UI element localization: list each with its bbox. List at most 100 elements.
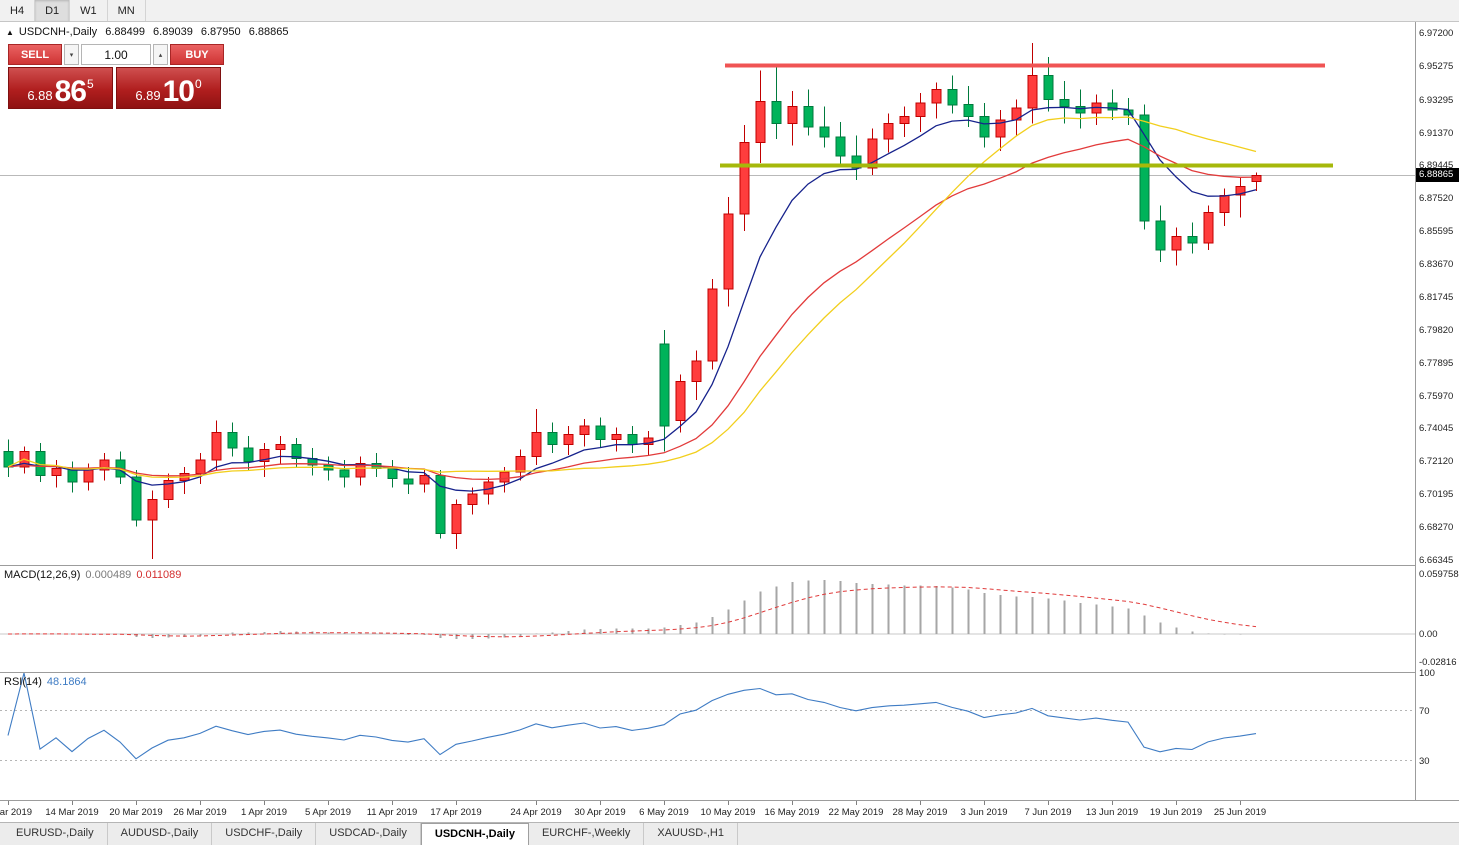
date-label: 1 Apr 2019 (241, 807, 287, 818)
date-label: 24 Apr 2019 (510, 807, 562, 818)
volume-increase-button[interactable]: ▴ (153, 44, 168, 65)
ohlc-high: 6.89039 (153, 26, 193, 38)
date-label: 28 May 2019 (892, 807, 948, 818)
ask-pipette: 0 (195, 77, 202, 91)
chart-tab-usdcnh[interactable]: USDCNH-,Daily (420, 823, 529, 845)
date-tick (328, 801, 329, 805)
date-tick (1240, 801, 1241, 805)
axis-label: 6.81745 (1419, 291, 1454, 303)
spinner-up-icon: ▴ (158, 51, 163, 59)
axis-label: 6.70195 (1419, 489, 1454, 501)
timeframe-button-h4[interactable]: H4 (0, 0, 36, 21)
ask-quote-button[interactable]: 6.89 10 0 (116, 67, 221, 109)
ohlc-low: 6.87950 (200, 26, 241, 38)
bid-quote-button[interactable]: 6.88 86 5 (8, 67, 113, 109)
axis-label: -0.02816 (1419, 657, 1457, 669)
date-tick (664, 801, 665, 805)
timeframe-toolbar: H4 D1 W1 MN (0, 0, 1459, 22)
date-tick (1176, 801, 1177, 805)
axis-label: 6.91370 (1419, 127, 1454, 139)
volume-input[interactable]: 1.00 (81, 44, 151, 65)
time-axis[interactable]: 8 Mar 2019 14 Mar 2019 20 Mar 2019 26 Mar 2… (0, 801, 1459, 822)
time-axis-separator (0, 800, 1459, 801)
date-label: 22 May 2019 (828, 807, 884, 818)
date-tick (200, 801, 201, 805)
volume-decrease-button[interactable]: ▾ (64, 44, 79, 65)
chart-tab-usdchf[interactable]: USDCHF-,Daily (212, 823, 317, 845)
timeframe-button-d1[interactable]: D1 (35, 0, 71, 21)
date-label: 19 Jun 2019 (1149, 807, 1203, 818)
symbol-marker-icon: ▲ (6, 28, 14, 37)
chart-tab-xauusd[interactable]: XAUUSD-,H1 (644, 823, 738, 845)
date-label: 8 Mar 2019 (0, 807, 33, 818)
date-label: 13 Jun 2019 (1085, 807, 1139, 818)
chart-tab-eurusd[interactable]: EURUSD-,Daily (3, 823, 108, 845)
axis-label: 6.95275 (1419, 60, 1454, 72)
chart-tab-audusd[interactable]: AUDUSD-,Daily (107, 823, 213, 845)
date-tick (536, 801, 537, 805)
axis-label: 100 (1419, 668, 1435, 679)
chart-tab-usdcad[interactable]: USDCAD-,Daily (316, 823, 421, 845)
macd-panel-resize-handle[interactable] (0, 565, 1459, 566)
rsi-panel-resize-handle[interactable] (0, 672, 1459, 673)
axis-label: 6.93295 (1419, 94, 1454, 106)
ask-prefix: 6.89 (135, 88, 161, 103)
axis-label: 0.059758 (1419, 569, 1459, 580)
ohlc-open: 6.88499 (105, 26, 145, 38)
date-label: 6 May 2019 (639, 807, 689, 818)
axis-label: 6.74045 (1419, 423, 1454, 435)
macd-indicator-panel[interactable] (0, 566, 1415, 672)
sell-button[interactable]: SELL (8, 44, 62, 65)
timeframe-button-w1[interactable]: W1 (70, 0, 108, 21)
chart-ohlc-header: ▲ USDCNH-,Daily 6.88499 6.89039 6.87950 6… (6, 26, 293, 38)
axis-label: 6.97200 (1419, 28, 1454, 39)
date-tick (728, 801, 729, 805)
macd-title: MACD(12,26,9) (4, 569, 81, 581)
axis-label: 6.87520 (1419, 193, 1454, 205)
axis-label: 6.89445 (1419, 160, 1454, 172)
main-price-chart[interactable] (0, 22, 1415, 565)
chart-tab-eurchf[interactable]: EURCHF-,Weekly (528, 823, 645, 845)
price-axis[interactable]: 6.88865 6.97200 6.95275 6.93295 6.91370 6.89… (1415, 22, 1459, 800)
axis-label: 6.85595 (1419, 226, 1454, 238)
axis-label: 6.75970 (1419, 390, 1454, 402)
rsi-indicator-panel[interactable] (0, 673, 1415, 800)
chart-tab-bar: EURUSD-,Daily AUDUSD-,Daily USDCHF-,Daily U… (0, 822, 1459, 845)
date-label: 17 Apr 2019 (430, 807, 482, 818)
date-label: 5 Apr 2019 (305, 807, 351, 818)
date-tick (856, 801, 857, 805)
date-tick (984, 801, 985, 805)
date-tick (792, 801, 793, 805)
spinner-down-icon: ▾ (69, 51, 74, 59)
axis-label: 6.77895 (1419, 357, 1454, 369)
date-tick (1112, 801, 1113, 805)
axis-label: 70 (1419, 705, 1430, 717)
axis-label: 0.00 (1419, 629, 1438, 640)
bid-big-digits: 86 (54, 75, 87, 109)
axis-label: 6.66345 (1419, 555, 1454, 566)
axis-label: 6.83670 (1419, 259, 1454, 271)
bid-pipette: 5 (87, 77, 94, 91)
date-tick (1048, 801, 1049, 805)
timeframe-button-mn[interactable]: MN (108, 0, 146, 21)
date-label: 20 Mar 2019 (109, 807, 163, 818)
axis-label: 6.79820 (1419, 324, 1454, 336)
date-tick (600, 801, 601, 805)
current-price-badge: 6.88865 (1416, 168, 1459, 183)
date-tick (72, 801, 73, 805)
macd-signal-value: 0.011089 (136, 569, 182, 581)
date-label: 10 May 2019 (700, 807, 756, 818)
date-tick (136, 801, 137, 805)
date-label: 7 Jun 2019 (1024, 807, 1072, 818)
date-label: 3 Jun 2019 (960, 807, 1008, 818)
bid-prefix: 6.88 (27, 88, 53, 103)
rsi-value: 48.1864 (46, 676, 87, 688)
date-tick (8, 801, 9, 805)
date-label: 30 Apr 2019 (574, 807, 626, 818)
date-tick (456, 801, 457, 805)
symbol-name: USDCNH-,Daily (18, 26, 98, 38)
date-tick (264, 801, 265, 805)
buy-button[interactable]: BUY (170, 44, 224, 65)
date-tick (392, 801, 393, 805)
